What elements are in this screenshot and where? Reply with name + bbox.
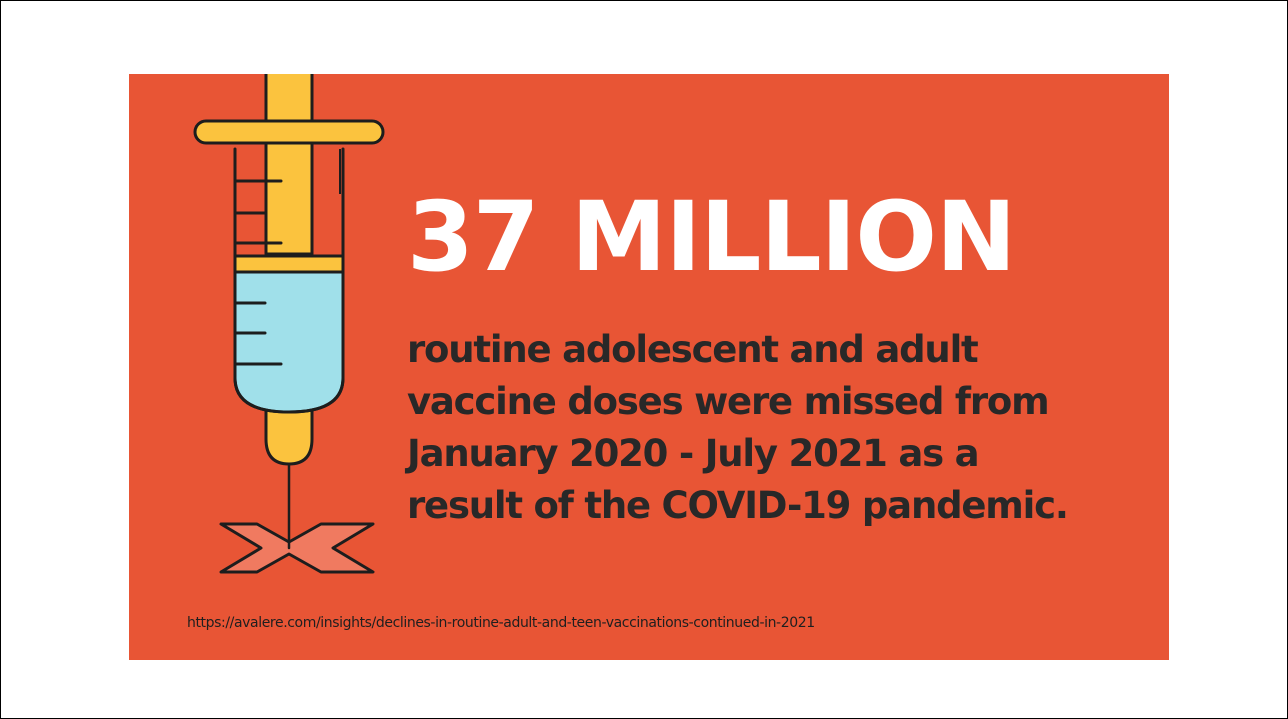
- source-url: https://avalere.com/insights/declines-in…: [187, 615, 815, 631]
- stat-description-line: result of the COVID-19 pandemic.: [407, 484, 1069, 527]
- stat-description-line: vaccine doses were missed from: [407, 380, 1050, 423]
- stat-description-line: January 2020 - July 2021 as a: [407, 432, 980, 475]
- syringe-icon: [193, 74, 385, 574]
- headline-stat: 37 MILLION: [407, 181, 1016, 293]
- stat-description-line: routine adolescent and adult: [407, 328, 979, 371]
- stat-banner: 37 MILLION routine adolescent and adult …: [129, 74, 1169, 660]
- stat-description: routine adolescent and adult vaccine dos…: [407, 324, 1147, 532]
